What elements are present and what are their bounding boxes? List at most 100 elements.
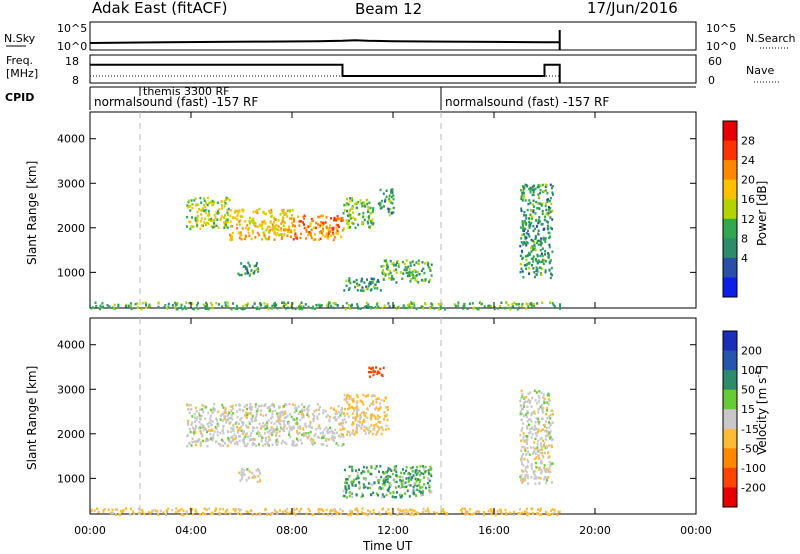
data-cell [540, 267, 543, 271]
data-cell [232, 216, 235, 219]
data-cell [535, 200, 538, 204]
data-cell [521, 302, 524, 306]
data-cell [242, 421, 245, 424]
colorbar-segment [723, 487, 737, 508]
data-cell [351, 197, 353, 200]
data-cell [275, 428, 278, 431]
data-cell [528, 235, 531, 238]
data-cell [351, 483, 354, 486]
colorbar-segment [723, 160, 737, 181]
data-cell [520, 267, 523, 270]
data-cell [547, 227, 550, 231]
data-cell [263, 233, 266, 236]
data-cell [211, 429, 214, 432]
data-cell [194, 197, 197, 201]
data-cell [398, 511, 401, 514]
freq-left-tick-top: 18 [65, 55, 79, 68]
data-cell [390, 195, 393, 199]
data-cell [251, 471, 253, 475]
data-cell [330, 304, 333, 308]
data-cell [272, 229, 274, 232]
data-cell [256, 432, 259, 435]
data-cell [352, 480, 355, 484]
data-cell [389, 199, 392, 203]
data-cell [415, 307, 418, 311]
data-cell [523, 440, 526, 443]
data-cell [400, 479, 403, 483]
data-cell [549, 226, 552, 230]
data-cell [262, 211, 265, 215]
data-cell [470, 513, 473, 516]
data-cell [349, 509, 352, 513]
data-cell [528, 187, 531, 191]
data-cell [211, 436, 214, 439]
data-cell [370, 221, 373, 224]
data-cell [546, 221, 549, 224]
data-cell [375, 475, 378, 479]
data-cell [487, 509, 490, 513]
data-cell [204, 209, 207, 212]
data-cell [364, 512, 367, 516]
data-cell [136, 306, 139, 309]
data-cell [335, 218, 338, 221]
data-cell [257, 270, 260, 273]
data-cell [392, 206, 395, 210]
data-cell [256, 231, 259, 235]
data-cell [342, 489, 345, 493]
data-cell [549, 301, 551, 304]
data-cell [526, 303, 529, 306]
data-cell [191, 207, 194, 210]
data-cell [381, 508, 384, 511]
data-cell [262, 422, 265, 425]
data-cell [347, 203, 350, 206]
data-cell [175, 307, 178, 311]
data-cell [417, 478, 420, 481]
data-cell [255, 268, 258, 271]
data-cell [540, 429, 542, 433]
data-cell [289, 413, 292, 416]
data-cell [198, 417, 201, 420]
data-cell [274, 231, 277, 234]
data-cell [309, 234, 312, 237]
data-cell [150, 510, 153, 514]
data-cell [530, 436, 533, 439]
data-cell [386, 408, 389, 412]
data-cell [384, 397, 387, 400]
data-cell [236, 443, 239, 446]
data-cell [537, 219, 540, 222]
nsky-right-tick-top: 10^5 [706, 22, 736, 35]
data-cell [359, 421, 361, 424]
data-cell [525, 214, 527, 217]
data-cell [240, 307, 243, 310]
data-cell [136, 302, 139, 305]
data-cell [539, 254, 542, 258]
data-cell [369, 510, 372, 514]
data-cell [532, 209, 535, 212]
data-cell [372, 400, 375, 403]
data-cell [292, 238, 295, 241]
data-cell [549, 432, 551, 435]
data-cell [316, 415, 319, 418]
data-cell [318, 412, 321, 416]
data-cell [386, 413, 388, 417]
data-cell [251, 420, 254, 423]
data-cell [125, 507, 127, 510]
data-cell [229, 225, 232, 228]
data-cell [329, 224, 331, 227]
data-cell [96, 507, 99, 510]
data-cell [391, 188, 394, 191]
data-cell [319, 427, 322, 430]
data-cell [383, 472, 386, 475]
data-cell [216, 422, 219, 426]
data-cell [245, 432, 248, 435]
data-cell [346, 412, 349, 416]
data-cell [331, 431, 334, 435]
data-cell [286, 511, 289, 515]
data-cell [355, 415, 358, 418]
data-cell [237, 512, 239, 515]
data-cell [359, 415, 362, 419]
data-cell [504, 306, 507, 310]
data-cell [548, 512, 550, 516]
